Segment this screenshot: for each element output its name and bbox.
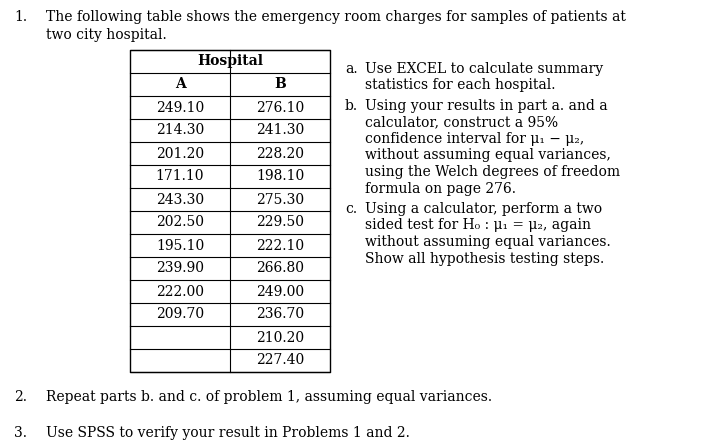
Text: 227.40: 227.40 bbox=[256, 353, 304, 367]
Text: formula on page 276.: formula on page 276. bbox=[365, 181, 516, 195]
Text: Show all hypothesis testing steps.: Show all hypothesis testing steps. bbox=[365, 251, 604, 266]
Text: using the Welch degrees of freedom: using the Welch degrees of freedom bbox=[365, 165, 620, 179]
Text: sided test for H₀ : μ₁ = μ₂, again: sided test for H₀ : μ₁ = μ₂, again bbox=[365, 219, 591, 233]
Text: b.: b. bbox=[345, 99, 358, 113]
Text: The following table shows the emergency room charges for samples of patients at: The following table shows the emergency … bbox=[46, 10, 626, 24]
Text: calculator, construct a 95%: calculator, construct a 95% bbox=[365, 116, 558, 129]
Text: Repeat parts b. and c. of problem 1, assuming equal variances.: Repeat parts b. and c. of problem 1, ass… bbox=[46, 390, 492, 404]
Text: 249.00: 249.00 bbox=[256, 284, 304, 298]
Text: Use EXCEL to calculate summary: Use EXCEL to calculate summary bbox=[365, 62, 603, 76]
Text: 202.50: 202.50 bbox=[156, 215, 204, 229]
Text: 3.: 3. bbox=[14, 426, 27, 440]
Text: 209.70: 209.70 bbox=[156, 307, 204, 322]
Text: 171.10: 171.10 bbox=[155, 169, 205, 184]
Text: 2.: 2. bbox=[14, 390, 27, 404]
Text: 275.30: 275.30 bbox=[256, 193, 304, 207]
Text: 236.70: 236.70 bbox=[256, 307, 304, 322]
Text: statistics for each hospital.: statistics for each hospital. bbox=[365, 78, 555, 92]
Text: Hospital: Hospital bbox=[197, 55, 263, 69]
Text: 228.20: 228.20 bbox=[256, 146, 304, 160]
Text: A: A bbox=[175, 78, 185, 91]
Text: 249.10: 249.10 bbox=[156, 100, 204, 115]
Text: 1.: 1. bbox=[14, 10, 27, 24]
Text: a.: a. bbox=[345, 62, 358, 76]
Text: Using a calculator, perform a two: Using a calculator, perform a two bbox=[365, 202, 602, 216]
Text: B: B bbox=[274, 78, 286, 91]
Text: two city hospital.: two city hospital. bbox=[46, 28, 167, 42]
Text: c.: c. bbox=[345, 202, 357, 216]
Text: 198.10: 198.10 bbox=[256, 169, 304, 184]
Text: 222.00: 222.00 bbox=[156, 284, 204, 298]
Text: 239.90: 239.90 bbox=[156, 262, 204, 276]
Text: without assuming equal variances.: without assuming equal variances. bbox=[365, 235, 611, 249]
Text: Use SPSS to verify your result in Problems 1 and 2.: Use SPSS to verify your result in Proble… bbox=[46, 426, 410, 440]
Text: 195.10: 195.10 bbox=[156, 238, 204, 253]
Bar bbox=[130, 50, 330, 372]
Text: 229.50: 229.50 bbox=[256, 215, 304, 229]
Text: 222.10: 222.10 bbox=[256, 238, 304, 253]
Text: 201.20: 201.20 bbox=[156, 146, 204, 160]
Text: confidence interval for μ₁ − μ₂,: confidence interval for μ₁ − μ₂, bbox=[365, 132, 584, 146]
Text: 276.10: 276.10 bbox=[256, 100, 304, 115]
Text: 243.30: 243.30 bbox=[156, 193, 204, 207]
Text: Using your results in part a. and a: Using your results in part a. and a bbox=[365, 99, 607, 113]
Text: 210.20: 210.20 bbox=[256, 331, 304, 345]
Text: 214.30: 214.30 bbox=[156, 124, 204, 138]
Text: 266.80: 266.80 bbox=[256, 262, 304, 276]
Text: without assuming equal variances,: without assuming equal variances, bbox=[365, 148, 611, 163]
Text: 241.30: 241.30 bbox=[256, 124, 304, 138]
